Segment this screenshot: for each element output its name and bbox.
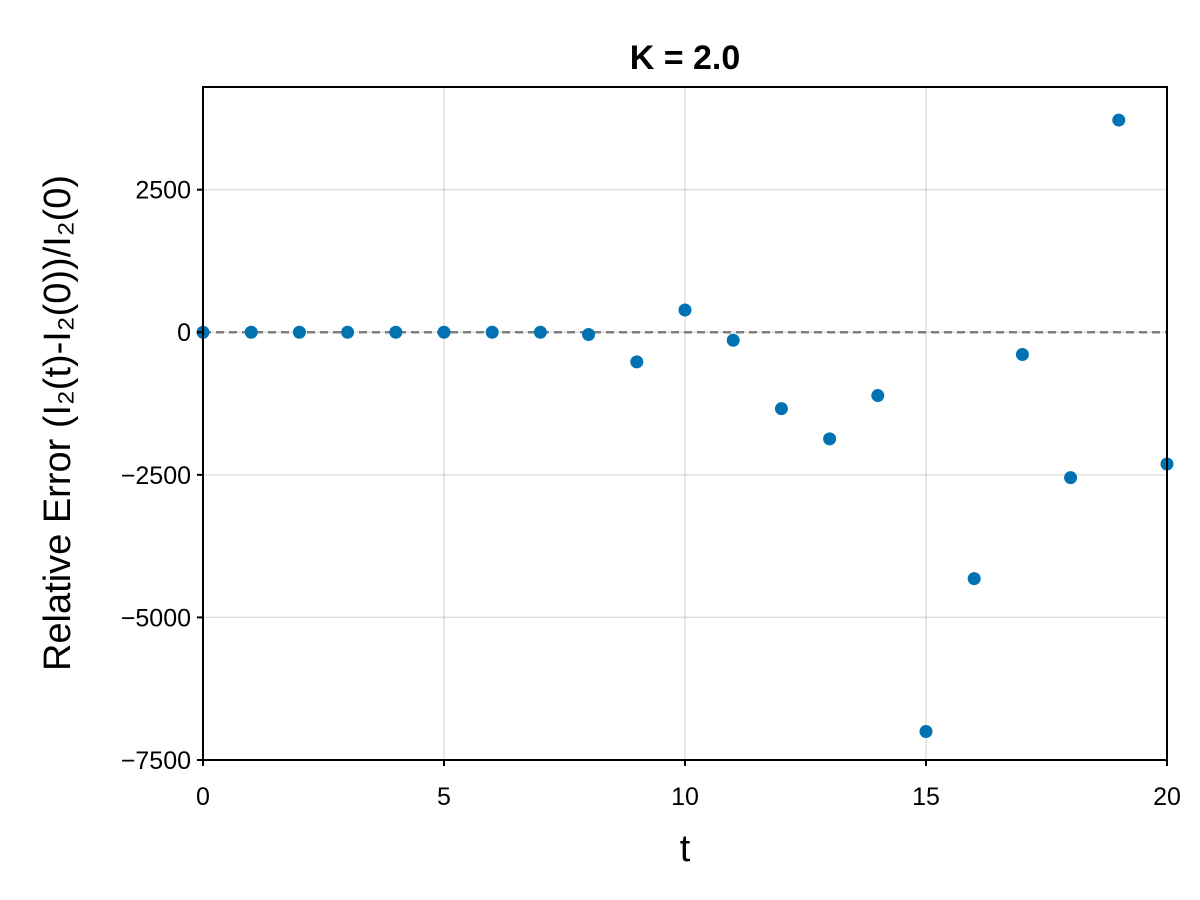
- data-point: [967, 572, 981, 586]
- y-tick-label: −7500: [121, 747, 191, 775]
- x-axis-ticks: 0 5 10 15 20: [196, 760, 1181, 811]
- chart-title: K = 2.0: [630, 39, 741, 77]
- data-point: [292, 325, 306, 339]
- x-tick-label: 5: [437, 783, 451, 811]
- data-point: [485, 325, 499, 339]
- x-axis-label: t: [680, 828, 691, 870]
- data-point: [823, 432, 837, 446]
- x-tick-label: 20: [1153, 783, 1181, 811]
- data-point: [244, 325, 258, 339]
- y-tick-label: −5000: [121, 604, 191, 632]
- data-point: [919, 724, 933, 738]
- data-point: [582, 328, 596, 342]
- data-point: [774, 402, 788, 416]
- data-point: [1112, 113, 1126, 127]
- data-point: [533, 325, 547, 339]
- x-tick-label: 10: [671, 783, 699, 811]
- data-point: [1015, 347, 1029, 361]
- data-point: [1064, 471, 1078, 485]
- y-tick-label: −2500: [121, 462, 191, 490]
- y-tick-label: 2500: [135, 177, 191, 205]
- x-tick-label: 0: [196, 783, 210, 811]
- y-axis-label: Relative Error (I₂(t)-I₂(0))/I₂(0): [37, 175, 79, 671]
- data-point: [630, 355, 644, 369]
- y-tick-label: 0: [177, 319, 191, 347]
- grid: [202, 87, 1168, 761]
- data-point: [871, 389, 885, 403]
- data-points: [196, 113, 1174, 738]
- data-point: [726, 333, 740, 347]
- x-tick-label: 15: [912, 783, 940, 811]
- data-point: [437, 325, 451, 339]
- y-axis-ticks: −7500 −5000 −2500 0 2500: [121, 177, 203, 775]
- data-point: [678, 303, 692, 317]
- data-point: [389, 325, 403, 339]
- data-point: [341, 325, 355, 339]
